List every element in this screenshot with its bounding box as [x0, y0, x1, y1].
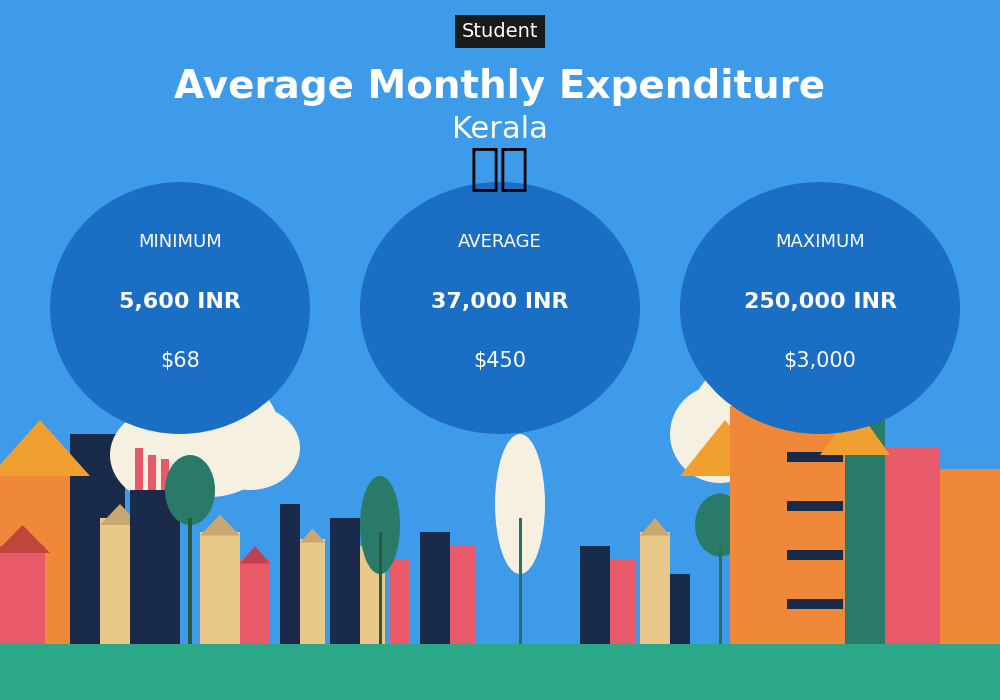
Text: AVERAGE: AVERAGE — [458, 234, 542, 251]
Text: $450: $450 — [474, 351, 526, 371]
Bar — [240, 560, 270, 644]
Polygon shape — [100, 504, 140, 525]
Bar — [130, 490, 180, 644]
Ellipse shape — [165, 455, 215, 525]
Ellipse shape — [360, 182, 640, 434]
Bar — [787, 598, 843, 609]
Text: Student: Student — [462, 22, 538, 41]
Ellipse shape — [495, 434, 545, 574]
Text: Kerala: Kerala — [452, 115, 548, 144]
Text: 5,600 INR: 5,600 INR — [119, 292, 241, 312]
Ellipse shape — [690, 357, 830, 483]
Ellipse shape — [695, 494, 745, 556]
Bar — [188, 518, 192, 644]
Polygon shape — [640, 518, 670, 536]
Ellipse shape — [140, 371, 280, 497]
Ellipse shape — [680, 182, 960, 434]
Bar — [787, 500, 843, 511]
Bar — [379, 532, 382, 644]
Bar — [670, 574, 690, 644]
Bar — [0, 644, 1000, 700]
Bar — [719, 546, 722, 644]
Bar — [135, 448, 143, 490]
Text: 37,000 INR: 37,000 INR — [431, 292, 569, 312]
Text: 250,000 INR: 250,000 INR — [744, 292, 896, 312]
Bar — [360, 546, 385, 644]
Ellipse shape — [750, 399, 850, 483]
Bar — [845, 420, 885, 644]
Text: $68: $68 — [160, 351, 200, 371]
Bar — [450, 546, 475, 644]
Bar — [885, 448, 940, 644]
Bar — [730, 406, 785, 644]
Bar — [0, 546, 45, 644]
Bar — [100, 518, 140, 644]
Bar — [785, 378, 845, 644]
Bar — [787, 550, 843, 560]
Bar — [148, 455, 156, 490]
Ellipse shape — [200, 406, 300, 490]
Bar — [390, 560, 410, 644]
Bar — [519, 518, 522, 644]
Ellipse shape — [110, 406, 230, 504]
Bar — [300, 539, 325, 644]
Bar — [0, 469, 70, 644]
Bar — [420, 532, 450, 644]
Bar — [940, 469, 1000, 644]
Bar — [640, 532, 670, 644]
Bar — [200, 532, 240, 644]
Text: MINIMUM: MINIMUM — [138, 234, 222, 251]
Bar — [330, 518, 360, 644]
Bar — [787, 452, 843, 462]
Polygon shape — [200, 514, 240, 536]
Text: MAXIMUM: MAXIMUM — [775, 234, 865, 251]
Ellipse shape — [360, 476, 400, 574]
Ellipse shape — [50, 182, 310, 434]
Text: 🇮🇳: 🇮🇳 — [470, 144, 530, 192]
Text: $3,000: $3,000 — [784, 351, 856, 371]
Polygon shape — [0, 525, 50, 553]
Bar — [161, 458, 169, 490]
Polygon shape — [0, 420, 90, 476]
Polygon shape — [240, 546, 270, 564]
Text: Average Monthly Expenditure: Average Monthly Expenditure — [174, 69, 826, 106]
Ellipse shape — [670, 385, 770, 483]
Bar — [580, 546, 610, 644]
Polygon shape — [300, 528, 325, 542]
Polygon shape — [820, 406, 890, 455]
Bar — [70, 434, 125, 644]
Bar — [280, 504, 300, 644]
Bar — [610, 560, 635, 644]
Polygon shape — [680, 420, 770, 476]
